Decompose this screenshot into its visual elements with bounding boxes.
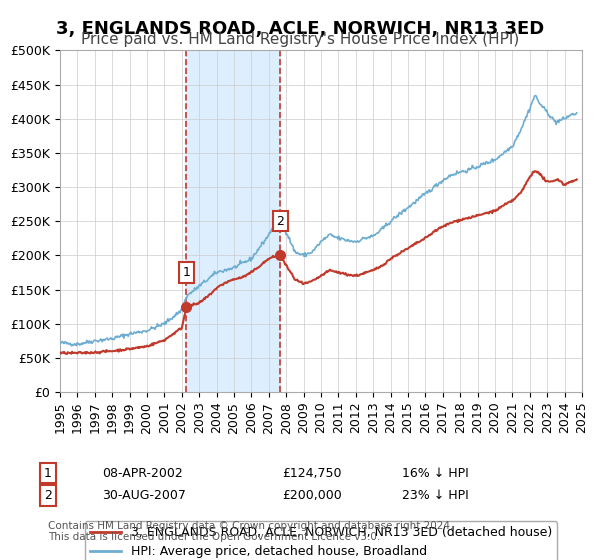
- Text: 1: 1: [182, 266, 190, 279]
- Text: 1: 1: [44, 466, 52, 480]
- Bar: [187, 50, 280, 392]
- Text: 16% ↓ HPI: 16% ↓ HPI: [402, 466, 469, 480]
- Text: 23% ↓ HPI: 23% ↓ HPI: [402, 489, 469, 502]
- Text: Contains HM Land Registry data © Crown copyright and database right 2024.
This d: Contains HM Land Registry data © Crown c…: [48, 521, 454, 543]
- Text: 3, ENGLANDS ROAD, ACLE, NORWICH, NR13 3ED: 3, ENGLANDS ROAD, ACLE, NORWICH, NR13 3E…: [56, 20, 544, 38]
- Text: £124,750: £124,750: [282, 466, 341, 480]
- Text: 2: 2: [44, 489, 52, 502]
- Legend: 3, ENGLANDS ROAD, ACLE, NORWICH, NR13 3ED (detached house), HPI: Average price, : 3, ENGLANDS ROAD, ACLE, NORWICH, NR13 3E…: [85, 521, 557, 560]
- Text: 30-AUG-2007: 30-AUG-2007: [102, 489, 186, 502]
- Text: £200,000: £200,000: [282, 489, 342, 502]
- Text: 2: 2: [277, 214, 284, 228]
- Text: Price paid vs. HM Land Registry's House Price Index (HPI): Price paid vs. HM Land Registry's House …: [81, 32, 519, 48]
- Text: 08-APR-2002: 08-APR-2002: [102, 466, 183, 480]
